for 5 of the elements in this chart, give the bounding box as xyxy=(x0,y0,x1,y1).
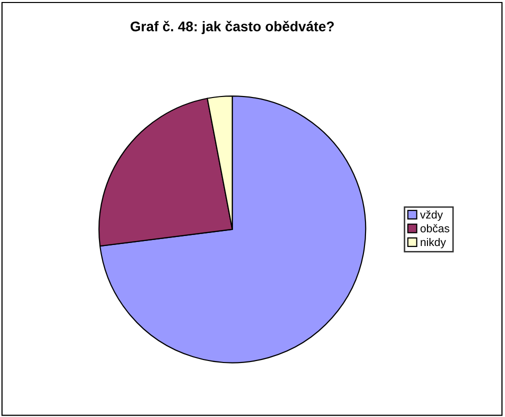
legend-label: občas xyxy=(420,224,450,232)
pie-slice xyxy=(99,95,366,364)
legend-label: vždy xyxy=(420,210,443,221)
chart-title: Graf č. 48: jak často obědváte? xyxy=(130,20,334,34)
legend-label: nikdy xyxy=(420,238,446,248)
